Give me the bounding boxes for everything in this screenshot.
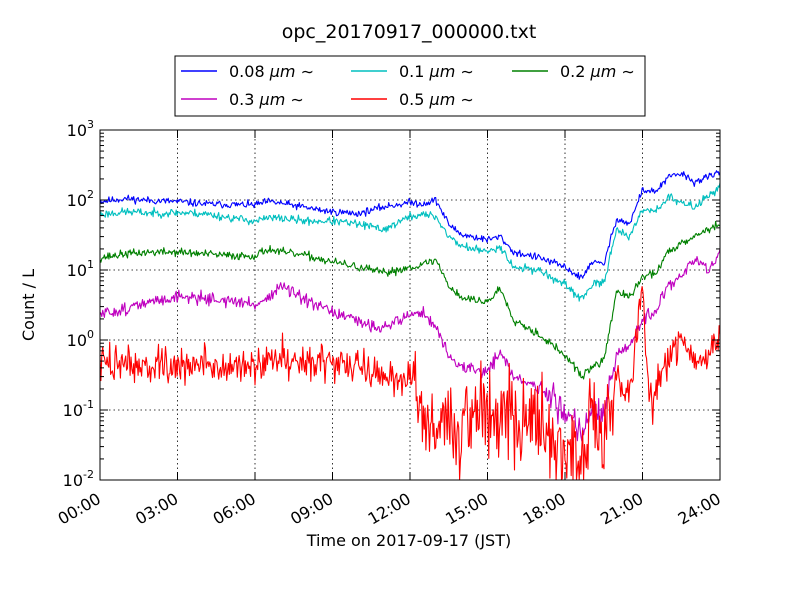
y-tick-label: 102	[67, 188, 94, 210]
series-line	[99, 170, 721, 280]
y-tick-label: 101	[67, 258, 94, 280]
chart-title: opc_20170917_000000.txt	[282, 21, 537, 43]
y-tick-label: 10-1	[63, 398, 94, 420]
legend-unit: μm ∼	[429, 62, 474, 81]
y-tick-label: 103	[67, 118, 94, 140]
y-tick-exponent: 1	[87, 258, 94, 271]
series-line	[99, 182, 721, 302]
legend-unit: μm ∼	[259, 90, 304, 109]
legend-label: 0.5 μm ∼	[399, 90, 474, 109]
y-tick-label: 10-2	[63, 468, 94, 490]
y-tick-exponent: -2	[83, 468, 94, 481]
series-line	[99, 286, 721, 481]
y-axis-label: Count / L	[19, 269, 38, 341]
legend-size: 0.2	[560, 62, 591, 81]
series-line	[99, 248, 721, 442]
legend-unit: μm ∼	[429, 90, 474, 109]
y-tick-label: 100	[67, 328, 94, 350]
y-tick-base: 10	[67, 121, 87, 140]
ticks	[99, 129, 721, 481]
y-tick-exponent: 0	[87, 328, 94, 341]
y-tick-base: 10	[63, 401, 83, 420]
legend-label: 0.1 μm ∼	[399, 62, 474, 81]
y-tick-exponent: 2	[87, 188, 94, 201]
legend-unit: μm ∼	[590, 62, 635, 81]
legend-label: 0.3 μm ∼	[229, 90, 304, 109]
legend-label: 0.08 μm ∼	[229, 62, 314, 81]
y-tick-base: 10	[67, 261, 87, 280]
legend: 0.08 μm ∼ 0.1 μm ∼ 0.2 μm ∼0.3 μm ∼ 0.5 μm …	[174, 55, 646, 117]
legend-size: 0.08	[229, 62, 270, 81]
y-tick-exponent: -1	[83, 398, 94, 411]
x-axis-label: Time on 2017-09-17 (JST)	[306, 531, 511, 550]
legend-size: 0.1	[399, 62, 430, 81]
series-lines	[99, 170, 721, 481]
y-tick-exponent: 3	[87, 118, 94, 131]
y-tick-base: 10	[63, 471, 83, 490]
legend-label: 0.2 μm ∼	[560, 62, 635, 81]
y-tick-base: 10	[67, 331, 87, 350]
legend-size: 0.3	[229, 90, 260, 109]
legend-size: 0.5	[399, 90, 430, 109]
series-line	[99, 220, 721, 380]
legend-box	[174, 55, 646, 117]
legend-unit: μm ∼	[269, 62, 314, 81]
y-tick-base: 10	[67, 191, 87, 210]
